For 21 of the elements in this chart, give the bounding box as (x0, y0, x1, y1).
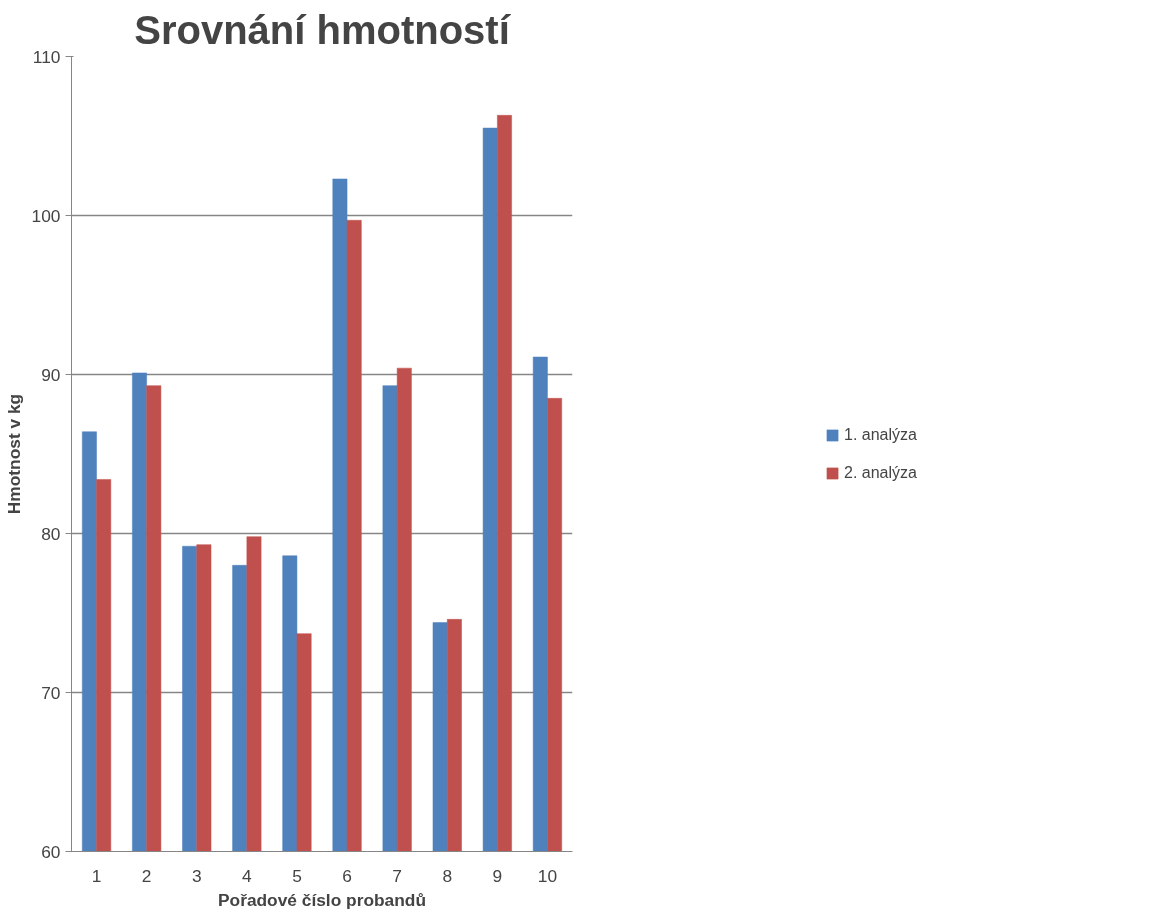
y-tick-label: 70 (41, 682, 61, 703)
x-tick-label: 9 (492, 865, 503, 886)
y-tick-label: 100 (31, 205, 61, 226)
x-axis-title: Pořadové číslo probandů (218, 889, 426, 910)
y-tick-label: 90 (41, 364, 61, 385)
x-tick-label: 5 (292, 865, 302, 886)
x-tick-label: 2 (141, 865, 152, 886)
x-tick-label: 6 (342, 865, 352, 886)
legend-label: 1. analýza (844, 425, 917, 444)
y-tick-label: 60 (41, 841, 61, 862)
y-tick-label: 80 (41, 523, 61, 544)
x-tick-label: 4 (242, 865, 253, 886)
x-tick-label: 8 (442, 865, 453, 886)
x-tick-label: 1 (91, 865, 102, 886)
legend-label: 2. analýza (844, 463, 917, 482)
y-tick-label: 110 (32, 46, 61, 67)
x-tick-label: 7 (392, 865, 402, 886)
y-axis-title: Hmotnost v kg (3, 393, 24, 515)
x-tick-label: 3 (191, 865, 202, 886)
chart-title: Srovnání hmotností (134, 7, 512, 52)
x-tick-label: 10 (537, 865, 558, 886)
